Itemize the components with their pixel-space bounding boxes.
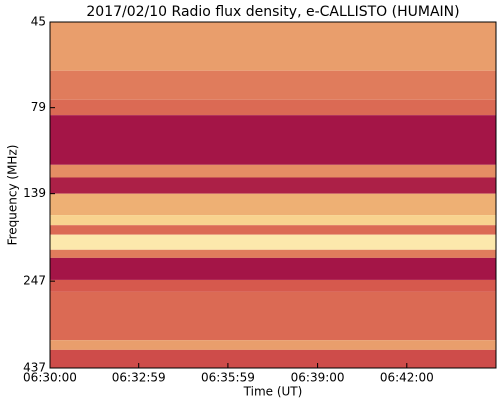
y-tick-label: 437 [23, 361, 46, 375]
y-tick-label: 45 [31, 15, 46, 29]
spectrum-band [50, 177, 496, 194]
x-tick-label: 06:32:59 [112, 371, 166, 385]
spectrum-band [50, 22, 496, 71]
spectrum-band [50, 291, 496, 341]
y-tick-label: 247 [23, 274, 46, 288]
spectrum-band [50, 99, 496, 116]
spectrum-band [50, 249, 496, 258]
y-tick-label: 79 [31, 100, 46, 114]
spectrum-band [50, 215, 496, 226]
spectrum-band [50, 225, 496, 235]
spectrum-band [50, 257, 496, 280]
spectrum-band [50, 70, 496, 100]
y-tick-label: 139 [23, 186, 46, 200]
y-axis-label: Frequency (MHz) [6, 145, 20, 246]
chart-title: 2017/02/10 Radio flux density, e-CALLIST… [86, 4, 459, 20]
x-axis-label: Time (UT) [243, 385, 303, 399]
x-tick-label: 06:39:00 [291, 371, 345, 385]
plot-frame [49, 21, 497, 369]
x-tick-label: 06:42:00 [380, 371, 434, 385]
x-tick-label: 06:30:00 [23, 371, 77, 385]
spectrum-band [50, 115, 496, 165]
spectrum-band [50, 340, 496, 350]
spectrum-band [50, 279, 496, 292]
x-tick-label: 06:35:59 [201, 371, 255, 385]
spectrum-band [50, 193, 496, 216]
spectrum-band [50, 234, 496, 250]
spectrum-band [50, 349, 496, 368]
spectrum-band [50, 164, 496, 178]
